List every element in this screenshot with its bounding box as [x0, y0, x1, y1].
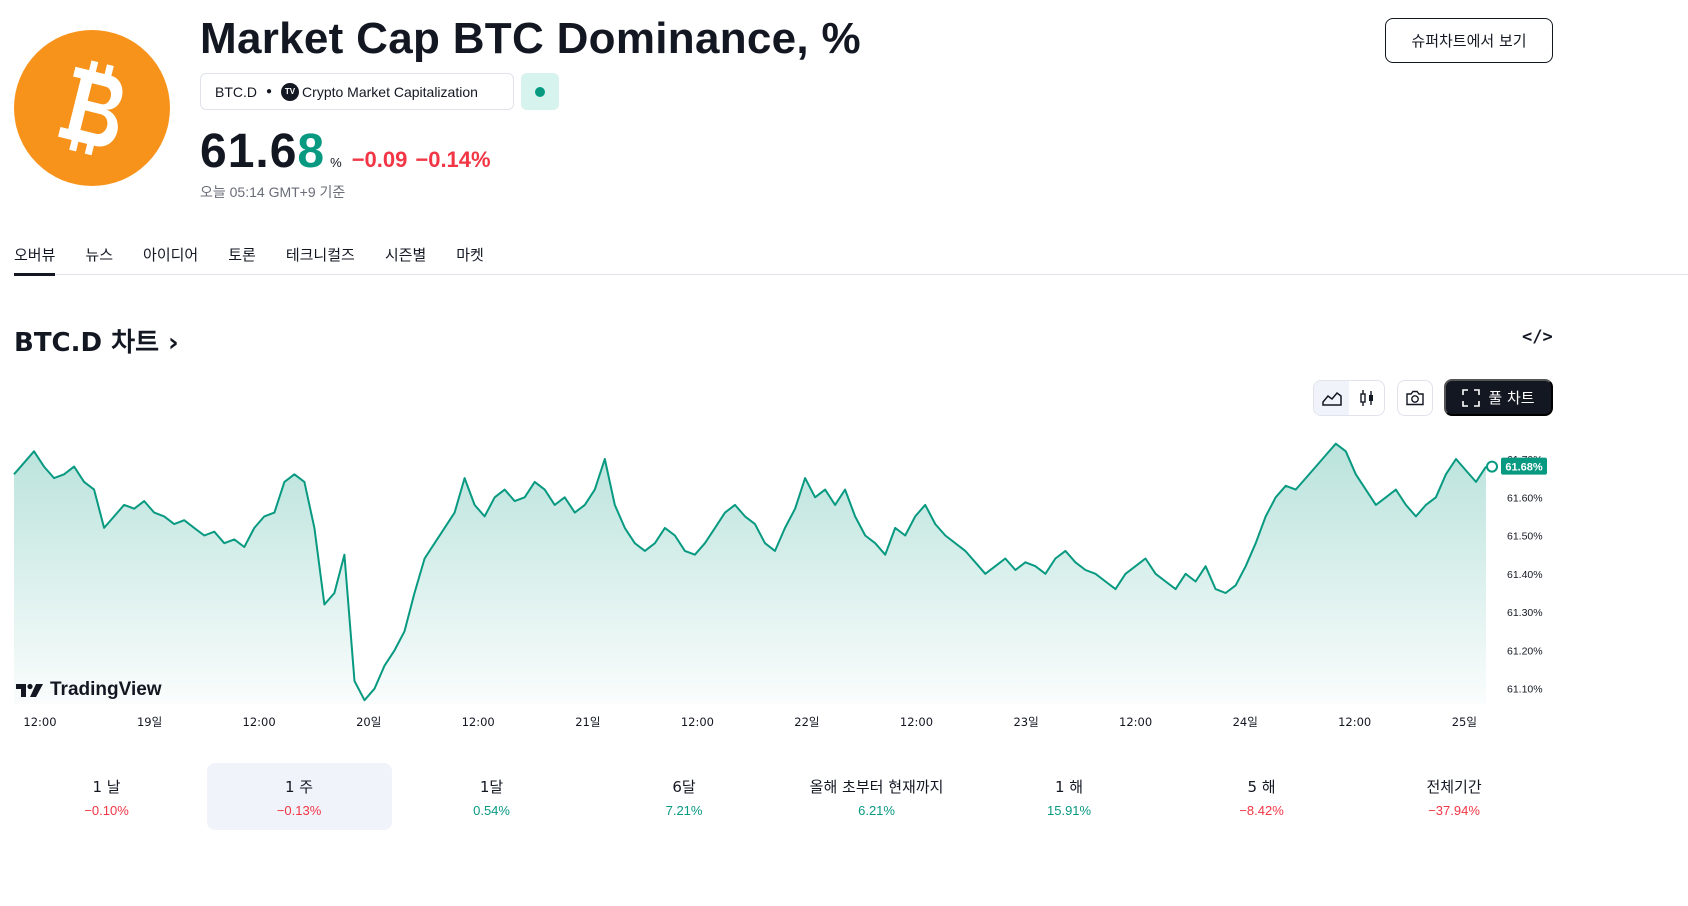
period-label: 6달: [672, 778, 696, 796]
symbol-chip[interactable]: BTC.D ● TV Crypto Market Capitalization: [200, 73, 514, 110]
period-change-value: −0.13%: [276, 803, 322, 818]
bitcoin-icon: [58, 60, 123, 156]
period-label: 전체기간: [1426, 778, 1482, 796]
period-label: 1 날: [92, 778, 121, 796]
price-last-digit: 8: [297, 125, 325, 178]
market-status-chip[interactable]: [521, 73, 559, 110]
chart-section-title-text: BTC.D 차트: [14, 328, 159, 358]
chart-style-toggle: [1313, 380, 1385, 416]
x-axis: 12:00 19일 12:00 20일 12:00 21일 12:00 22일 12:00 23일…: [23, 715, 1476, 729]
view-in-supercharts-button[interactable]: 슈퍼차트에서 보기: [1385, 18, 1553, 63]
period-label: 1달: [479, 778, 504, 796]
period-change-value: −8.42%: [1239, 803, 1284, 818]
tab-bar: 오버뷰 뉴스 아이디어 토론 테크니컬즈 시즌별 마켓: [14, 240, 1688, 276]
bitcoin-logo: [14, 30, 170, 186]
full-chart-button[interactable]: 풀 차트: [1444, 379, 1553, 416]
tradingview-mini-icon: TV: [281, 82, 300, 101]
y-tick-label: 61.50%: [1507, 531, 1543, 543]
period-change-value: 0.54%: [473, 803, 510, 818]
x-tick-label: 12:00: [23, 715, 56, 729]
y-tick-label: 61.10%: [1507, 684, 1543, 696]
x-tick-label: 12:00: [1338, 715, 1371, 729]
tab-ideas[interactable]: 아이디어: [143, 246, 199, 264]
x-tick-label: 12:00: [462, 715, 495, 729]
x-tick-label: 25일: [1452, 715, 1477, 729]
period-label: 1 해: [1054, 778, 1084, 796]
last-price-marker: 61.68%: [1486, 457, 1547, 475]
price-chart[interactable]: 61.70%61.60%61.50%61.40%61.30%61.20%61.1…: [0, 430, 1568, 742]
tab-technicals[interactable]: 테크니컬즈: [285, 246, 355, 264]
chevron-right-icon: ›: [159, 328, 179, 358]
x-tick-label: 22일: [794, 715, 819, 729]
price-change-abs: −0.09: [351, 147, 408, 172]
x-tick-label: 20일: [356, 715, 381, 729]
period-button[interactable]: 1 날 −0.10%: [14, 763, 199, 830]
price-row: 61.6 8 % −0.09 −0.14%: [200, 124, 499, 179]
tradingview-brand-text: TradingView: [50, 679, 162, 700]
period-change-value: 7.21%: [665, 803, 703, 818]
market-open-dot-icon: [535, 86, 545, 97]
period-button[interactable]: 1 해 15.91%: [977, 763, 1162, 830]
candle-chart-button[interactable]: [1349, 381, 1384, 415]
symbol-ticker: BTC.D: [215, 83, 257, 100]
x-tick-label: 12:00: [681, 715, 714, 729]
y-tick-label: 61.30%: [1507, 607, 1543, 619]
performance-periods: 1 날 −0.10% 1 주 −0.13% 1달 0.54% 6달 7.21% 올해 초부터 현…: [14, 763, 1554, 830]
x-tick-label: 12:00: [900, 715, 933, 729]
period-change-value: −0.10%: [84, 803, 129, 818]
period-change-value: 6.21%: [858, 803, 895, 818]
period-label: 올해 초부터 현재까지: [809, 778, 944, 796]
x-tick-label: 23일: [1013, 715, 1038, 729]
x-tick-label: 19일: [137, 715, 162, 729]
period-button[interactable]: 1 주 −0.13%: [206, 763, 392, 830]
page-title: Market Cap BTC Dominance, %: [200, 14, 861, 63]
tab-markets[interactable]: 마켓: [456, 246, 484, 264]
embed-code-icon[interactable]: </>: [1522, 327, 1553, 347]
chart-area-fill: [14, 443, 1486, 704]
y-tick-label: 61.40%: [1507, 569, 1543, 581]
period-button[interactable]: 전체기간 −37.94%: [1362, 763, 1547, 830]
last-price-label-bg: [1501, 457, 1547, 475]
period-change-value: 15.91%: [1047, 803, 1092, 818]
period-button[interactable]: 5 해 −8.42%: [1169, 763, 1354, 830]
camera-icon: [1406, 390, 1424, 406]
tab-overview[interactable]: 오버뷰: [14, 240, 56, 276]
price-change-pct: −0.14%: [415, 147, 491, 172]
full-chart-label: 풀 차트: [1488, 389, 1535, 407]
last-price-label: 61.68%: [1505, 462, 1543, 474]
period-label: 5 해: [1247, 778, 1276, 796]
tab-discussion[interactable]: 토론: [228, 246, 256, 264]
tradingview-watermark: TradingView: [16, 679, 162, 701]
tab-news[interactable]: 뉴스: [85, 246, 114, 264]
period-button[interactable]: 1달 0.54%: [399, 763, 584, 830]
price-timestamp: 오늘 05:14 GMT+9 기준: [200, 184, 346, 200]
period-label: 1 주: [284, 778, 314, 796]
price-main: 61.6: [200, 125, 298, 178]
x-tick-label: 21일: [575, 715, 600, 729]
tab-seasonals[interactable]: 시즌별: [384, 246, 427, 264]
fullscreen-icon: [1462, 388, 1481, 407]
period-button[interactable]: 6달 7.21%: [592, 763, 777, 830]
chart-section-title[interactable]: BTC.D 차트 ›: [14, 322, 179, 359]
x-tick-label: 24일: [1233, 715, 1258, 729]
chart-price-line: [13, 442, 1487, 702]
x-tick-label: 12:00: [243, 715, 276, 729]
exchange-name: Crypto Market Capitalization: [302, 83, 478, 100]
snapshot-button[interactable]: [1397, 380, 1433, 416]
period-button[interactable]: 올해 초부터 현재까지 6.21%: [784, 763, 969, 830]
area-chart-icon: [1321, 391, 1342, 406]
candlestick-icon: [1359, 390, 1373, 406]
y-tick-label: 61.20%: [1507, 645, 1543, 657]
y-tick-label: 61.60%: [1507, 492, 1543, 504]
period-change-value: −37.94%: [1428, 803, 1480, 818]
y-axis: 61.70%61.60%61.50%61.40%61.30%61.20%61.1…: [1507, 454, 1543, 696]
price-unit: %: [330, 155, 342, 170]
x-tick-label: 12:00: [1119, 715, 1152, 729]
area-chart-button[interactable]: [1314, 381, 1349, 415]
tradingview-logo-icon: [16, 683, 43, 697]
last-price-dot: [1486, 460, 1498, 473]
separator-dot: ●: [266, 86, 273, 97]
